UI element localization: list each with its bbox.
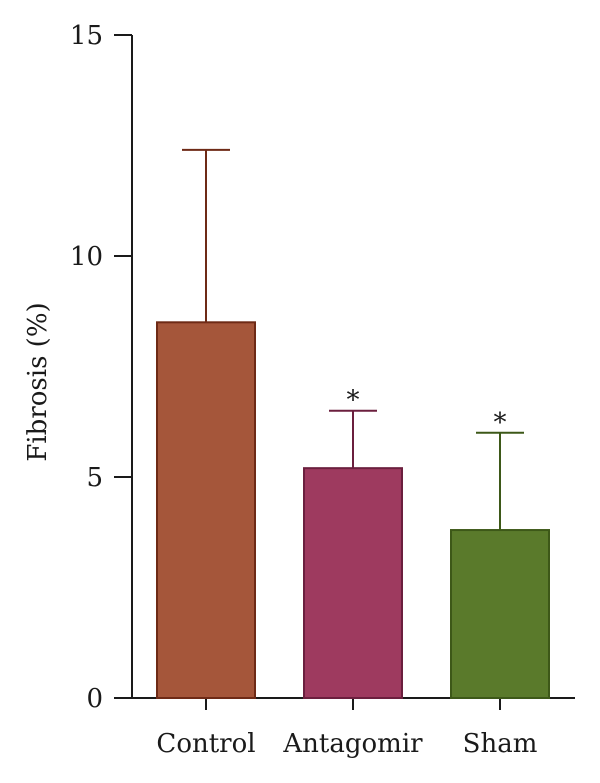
y-tick-label-2: 10 <box>70 242 103 272</box>
bars: ** <box>156 148 550 699</box>
category-label-antagomir: Antagomir <box>282 729 423 759</box>
y-tick-label-3: 15 <box>70 21 103 51</box>
significance-marker-antagomir: * <box>347 386 360 416</box>
category-labels: Control Antagomir Sham <box>156 729 537 759</box>
category-label-sham: Sham <box>463 729 538 759</box>
bar-sham <box>450 529 550 699</box>
y-axis-label: Fibrosis (%) <box>23 302 53 461</box>
significance-marker-sham: * <box>494 408 507 438</box>
category-label-control: Control <box>156 729 255 759</box>
y-tick-label-0: 0 <box>86 684 103 714</box>
y-tick-label-1: 5 <box>86 463 103 493</box>
bar-control <box>156 321 256 699</box>
bar-antagomir <box>303 467 403 699</box>
